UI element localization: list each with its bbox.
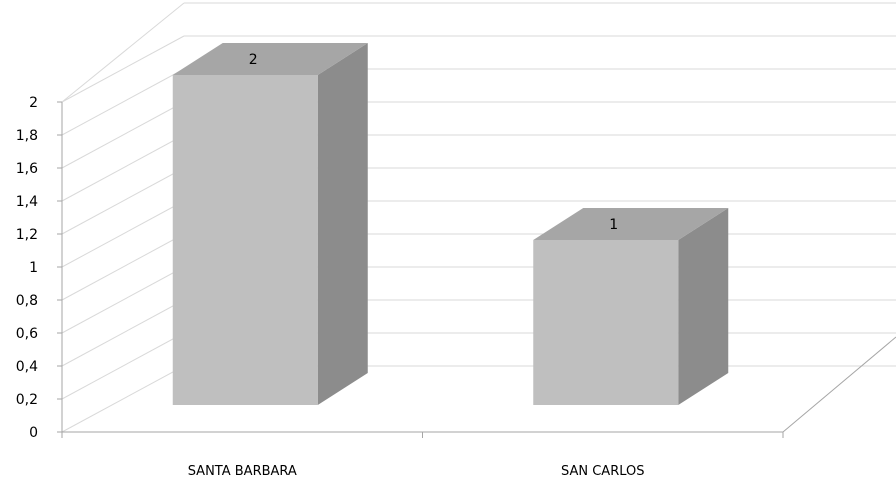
y-tick-label: 1,4 xyxy=(16,194,38,210)
category-label: SAN CARLOS xyxy=(561,464,645,479)
bar-top-face xyxy=(172,43,368,75)
axes xyxy=(57,101,896,438)
bar-front-face xyxy=(172,75,318,405)
y-tick-label: 1,2 xyxy=(16,227,38,243)
gridline-side xyxy=(61,299,185,367)
gridline-side xyxy=(61,233,185,301)
bar-side-face xyxy=(317,43,368,405)
y-tick-label: 0,4 xyxy=(16,359,38,375)
y-tick-label: 0,2 xyxy=(16,392,38,408)
y-tick-label: 0,8 xyxy=(16,293,38,309)
gridline-side xyxy=(61,68,185,136)
gridline-side xyxy=(61,167,185,235)
category-label: SANTA BARBARA xyxy=(188,464,297,479)
gridline-side xyxy=(61,35,185,103)
gridline-side xyxy=(61,134,185,202)
bar-top-face xyxy=(533,208,729,240)
bar-front-face xyxy=(533,240,679,405)
bar-side-face xyxy=(678,208,729,405)
data-label: 2 xyxy=(249,52,258,68)
gridline-side xyxy=(61,266,185,334)
gridline-side xyxy=(61,101,185,169)
labels: 0 0,2 0,4 0,6 0,8 1 1,2 1,4 1,6 1,8 2 2 SANTA BARBAR… xyxy=(16,52,645,479)
bar xyxy=(172,43,368,405)
y-tick-label: 1,6 xyxy=(16,161,38,177)
floor-edge-line xyxy=(782,336,896,433)
gridline-side xyxy=(61,332,185,400)
data-label: 1 xyxy=(609,217,618,233)
gridline-side xyxy=(61,2,185,103)
y-tick-label: 0,6 xyxy=(16,326,38,342)
gridline-side xyxy=(61,200,185,268)
y-tick-label: 2 xyxy=(29,95,38,111)
bar xyxy=(533,208,729,405)
y-tick-label: 1,8 xyxy=(16,128,38,144)
y-tick-label: 0 xyxy=(29,425,38,441)
bars xyxy=(172,43,729,405)
y-tick-label: 1 xyxy=(29,260,38,276)
gridline-side xyxy=(61,365,185,433)
